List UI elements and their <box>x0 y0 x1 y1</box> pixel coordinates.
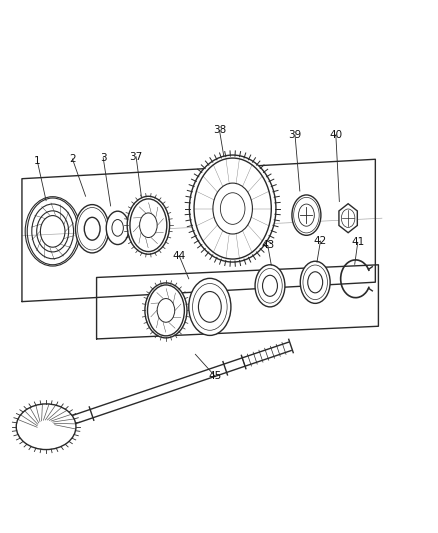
Ellipse shape <box>145 283 187 338</box>
Polygon shape <box>338 204 357 233</box>
Text: 39: 39 <box>288 130 301 140</box>
Ellipse shape <box>75 205 109 253</box>
Text: 37: 37 <box>129 152 142 161</box>
Ellipse shape <box>300 261 329 303</box>
Ellipse shape <box>16 404 76 449</box>
Text: 43: 43 <box>261 240 274 251</box>
Text: 2: 2 <box>69 154 76 164</box>
Text: 40: 40 <box>328 130 342 140</box>
Text: 42: 42 <box>313 236 326 246</box>
Ellipse shape <box>127 196 169 254</box>
Text: 38: 38 <box>212 125 226 135</box>
Ellipse shape <box>291 195 320 236</box>
Ellipse shape <box>189 155 276 262</box>
Text: 41: 41 <box>350 237 364 247</box>
Text: 1: 1 <box>34 156 41 166</box>
Text: 44: 44 <box>172 251 185 261</box>
Text: 45: 45 <box>208 372 221 381</box>
Ellipse shape <box>188 278 230 335</box>
Ellipse shape <box>254 265 284 307</box>
Text: 3: 3 <box>99 152 106 163</box>
Ellipse shape <box>106 211 129 245</box>
